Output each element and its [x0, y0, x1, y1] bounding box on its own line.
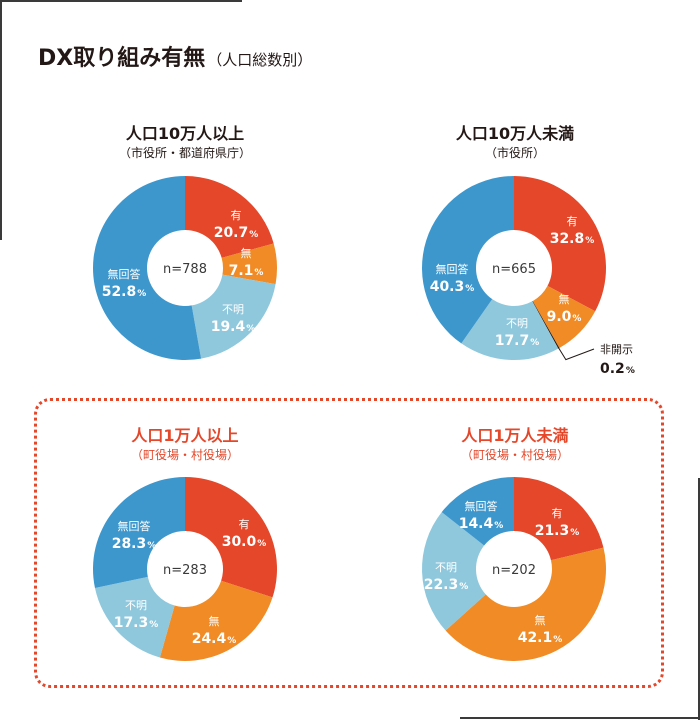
page-title-sub: （人口総数別） — [207, 51, 313, 69]
donut-1-segment-no-answer — [93, 176, 202, 360]
donut-4-label-unknown: 不明 — [435, 561, 457, 574]
donut-1-segment-no — [221, 243, 277, 285]
donut-chart-3: 有 30.0% 無 24.4% 不明 17.3% 無回答 28.3% n=283 — [93, 477, 277, 661]
donut-2-segment-no — [532, 285, 596, 349]
frame-corner-right — [698, 478, 700, 720]
donut-3-segment-no-answer — [93, 477, 185, 588]
donut-4-value-unknown: 22.3% — [424, 577, 469, 593]
donut-2-value-undisclosed: 0.2% — [600, 361, 635, 377]
donut-chart-4: 有 21.3% 無 42.1% 不明 22.3% 無回答 14.4% n=202 — [421, 477, 606, 661]
chart-title-1: 人口10万人以上 — [125, 124, 245, 143]
donut-2-label-undisclosed: 非開示 — [600, 343, 633, 356]
donut-4-n-label: n=202 — [492, 563, 536, 578]
donut-2-n-label: n=665 — [492, 262, 536, 277]
donut-4-label-no: 無 — [535, 613, 546, 627]
donut-3-segment-unknown — [94, 576, 175, 658]
donut-2-segment-no-answer — [422, 176, 514, 344]
donut-1-value-yes: 20.7% — [214, 225, 259, 241]
chart-subtitle-2: （市役所） — [484, 146, 545, 160]
chart-title-2: 人口10万人未満 — [455, 124, 575, 143]
donut-4-segment-no — [445, 547, 606, 661]
donut-2-value-yes: 32.8% — [550, 231, 595, 247]
donut-2-segment-unknown — [461, 299, 559, 361]
donut-3-label-no-answer: 無回答 — [118, 519, 151, 533]
donut-3-value-no-answer: 28.3% — [112, 536, 157, 552]
donut-1-label-unknown: 不明 — [222, 303, 244, 316]
donut-3-segment-yes — [185, 477, 277, 598]
frame-corner-left — [0, 0, 2, 240]
donut-4-value-no-answer: 14.4% — [459, 516, 504, 532]
donut-3-label-no: 無 — [209, 614, 220, 628]
donut-2-label-yes: 有 — [567, 214, 578, 228]
donut-1-value-unknown: 19.4% — [211, 319, 256, 335]
highlight-box-small-towns — [34, 398, 664, 688]
donut-1-segment-yes — [185, 176, 274, 258]
chart-subtitle-1: （市役所・都道府県庁） — [118, 146, 251, 160]
donut-3-value-yes: 30.0% — [222, 534, 267, 550]
donut-1-segment-unknown — [191, 274, 276, 359]
donut-3-label-unknown: 不明 — [125, 599, 147, 612]
donut-1-n-label: n=788 — [163, 262, 207, 277]
chart-title-4: 人口1万人未満 — [461, 426, 569, 445]
donut-2-segment-yes — [514, 176, 606, 312]
donut-2-callout-line — [557, 346, 595, 361]
donut-4-label-no-answer: 無回答 — [465, 499, 498, 513]
chart-title-3: 人口1万人以上 — [131, 426, 239, 445]
donut-2-label-unknown: 不明 — [506, 317, 528, 330]
donut-4-value-yes: 21.3% — [535, 523, 580, 539]
chart-subtitle-3: （町役場・村役場） — [130, 448, 239, 462]
donut-2-label-no-answer: 無回答 — [436, 262, 469, 276]
donut-3-value-unknown: 17.3% — [114, 615, 159, 631]
donut-3-value-no: 24.4% — [192, 631, 237, 647]
donut-1-label-no: 無 — [241, 246, 252, 260]
frame-corner-top — [0, 0, 242, 2]
page-title: DX取り組み有無 （人口総数別） — [38, 40, 312, 72]
donut-1-value-no-answer: 52.8% — [102, 284, 147, 300]
donut-4-label-yes: 有 — [552, 506, 563, 520]
donut-3-segment-no — [159, 580, 273, 661]
donut-4-segment-yes — [514, 477, 604, 561]
page-title-main: DX取り組み有無 — [38, 46, 206, 71]
donut-1-label-no-answer: 無回答 — [108, 267, 141, 281]
donut-1-label-yes: 有 — [231, 208, 242, 222]
donut-2-segment-undisclosed — [532, 301, 560, 349]
chart-subtitle-4: （町役場・村役場） — [460, 448, 569, 462]
donut-2-value-unknown: 17.7% — [495, 333, 540, 349]
frame-corner-bottom — [460, 717, 700, 719]
donut-4-value-no: 42.1% — [518, 630, 563, 646]
donut-3-n-label: n=283 — [163, 563, 207, 578]
donut-4-segment-no-answer — [441, 477, 514, 546]
donut-2-value-no-answer: 40.3% — [430, 279, 475, 295]
donut-3-label-yes: 有 — [239, 517, 250, 531]
donut-4-segment-unknown — [421, 512, 486, 631]
donut-2-label-no: 無 — [559, 292, 570, 306]
